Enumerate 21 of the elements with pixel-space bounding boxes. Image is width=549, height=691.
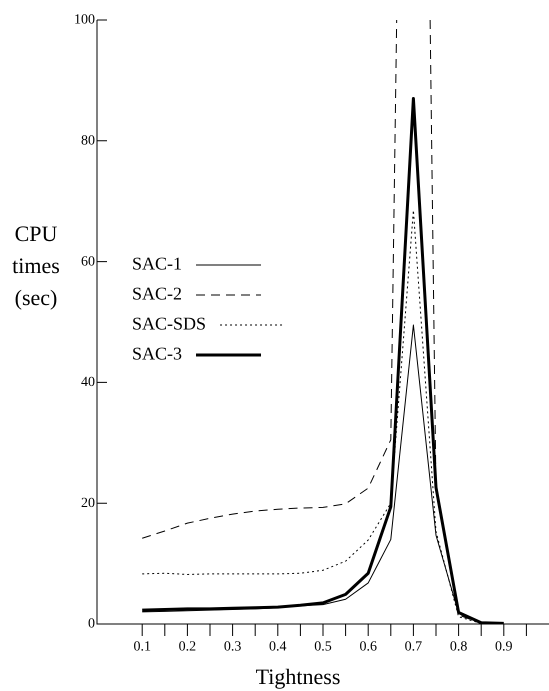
x-tick-label: 0.1	[133, 640, 151, 655]
y-tick-label: 100	[74, 12, 95, 28]
x-tick-label: 0.7	[404, 640, 422, 655]
x-tick-label: 0.8	[450, 640, 468, 655]
legend-label: SAC-2	[132, 284, 182, 304]
x-tick-label: 0.5	[314, 640, 332, 655]
x-tick-label: 0.3	[224, 640, 242, 655]
legend-label: SAC-1	[132, 254, 182, 274]
legend-label: SAC-3	[132, 344, 182, 364]
legend-label: SAC-SDS	[132, 314, 206, 334]
y-tick-label: 60	[81, 254, 95, 270]
y-tick-label: 80	[81, 133, 95, 148]
x-tick-label: 0.4	[269, 640, 287, 655]
x-tick-label: 0.6	[359, 640, 377, 655]
y-tick-label: 20	[81, 496, 95, 511]
y-tick-label: 40	[81, 375, 95, 390]
x-axis-title: Tightness	[256, 664, 340, 689]
x-tick-label: 0.2	[178, 640, 196, 655]
y-tick-label: 0	[88, 616, 95, 632]
y-axis-title: CPU times (sec)	[12, 220, 60, 310]
x-tick-label: 0.9	[495, 640, 513, 655]
